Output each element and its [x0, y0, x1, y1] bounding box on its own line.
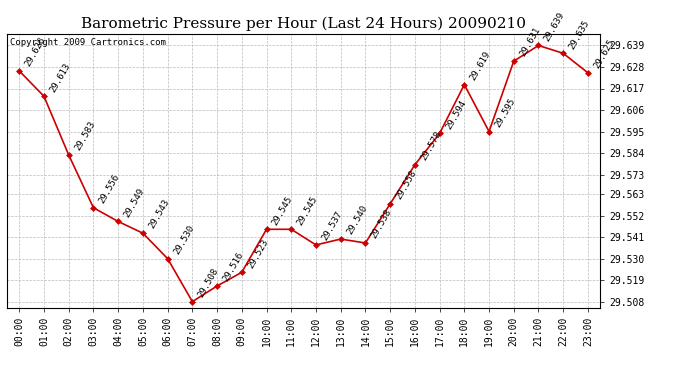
- Text: 29.556: 29.556: [97, 172, 121, 205]
- Text: 29.631: 29.631: [518, 26, 542, 58]
- Text: 29.578: 29.578: [419, 129, 443, 162]
- Text: 29.545: 29.545: [295, 194, 319, 226]
- Text: 29.558: 29.558: [394, 169, 418, 201]
- Title: Barometric Pressure per Hour (Last 24 Hours) 20090210: Barometric Pressure per Hour (Last 24 Ho…: [81, 17, 526, 31]
- Text: 29.549: 29.549: [122, 186, 146, 219]
- Text: 29.540: 29.540: [345, 204, 368, 236]
- Text: 29.613: 29.613: [48, 61, 72, 93]
- Text: Copyright 2009 Cartronics.com: Copyright 2009 Cartronics.com: [10, 38, 166, 47]
- Text: 29.516: 29.516: [221, 251, 245, 283]
- Text: 29.595: 29.595: [493, 96, 517, 129]
- Text: 29.538: 29.538: [370, 208, 393, 240]
- Text: 29.545: 29.545: [270, 194, 295, 226]
- Text: 29.537: 29.537: [320, 210, 344, 242]
- Text: 29.508: 29.508: [197, 266, 220, 299]
- Text: 29.543: 29.543: [147, 198, 171, 230]
- Text: 29.583: 29.583: [73, 120, 97, 152]
- Text: 29.626: 29.626: [23, 36, 48, 68]
- Text: 29.530: 29.530: [172, 224, 196, 256]
- Text: 29.523: 29.523: [246, 237, 270, 270]
- Text: 29.639: 29.639: [542, 10, 566, 43]
- Text: 29.619: 29.619: [469, 50, 493, 82]
- Text: 29.625: 29.625: [592, 38, 616, 70]
- Text: 29.635: 29.635: [567, 18, 591, 51]
- Text: 29.594: 29.594: [444, 98, 468, 131]
